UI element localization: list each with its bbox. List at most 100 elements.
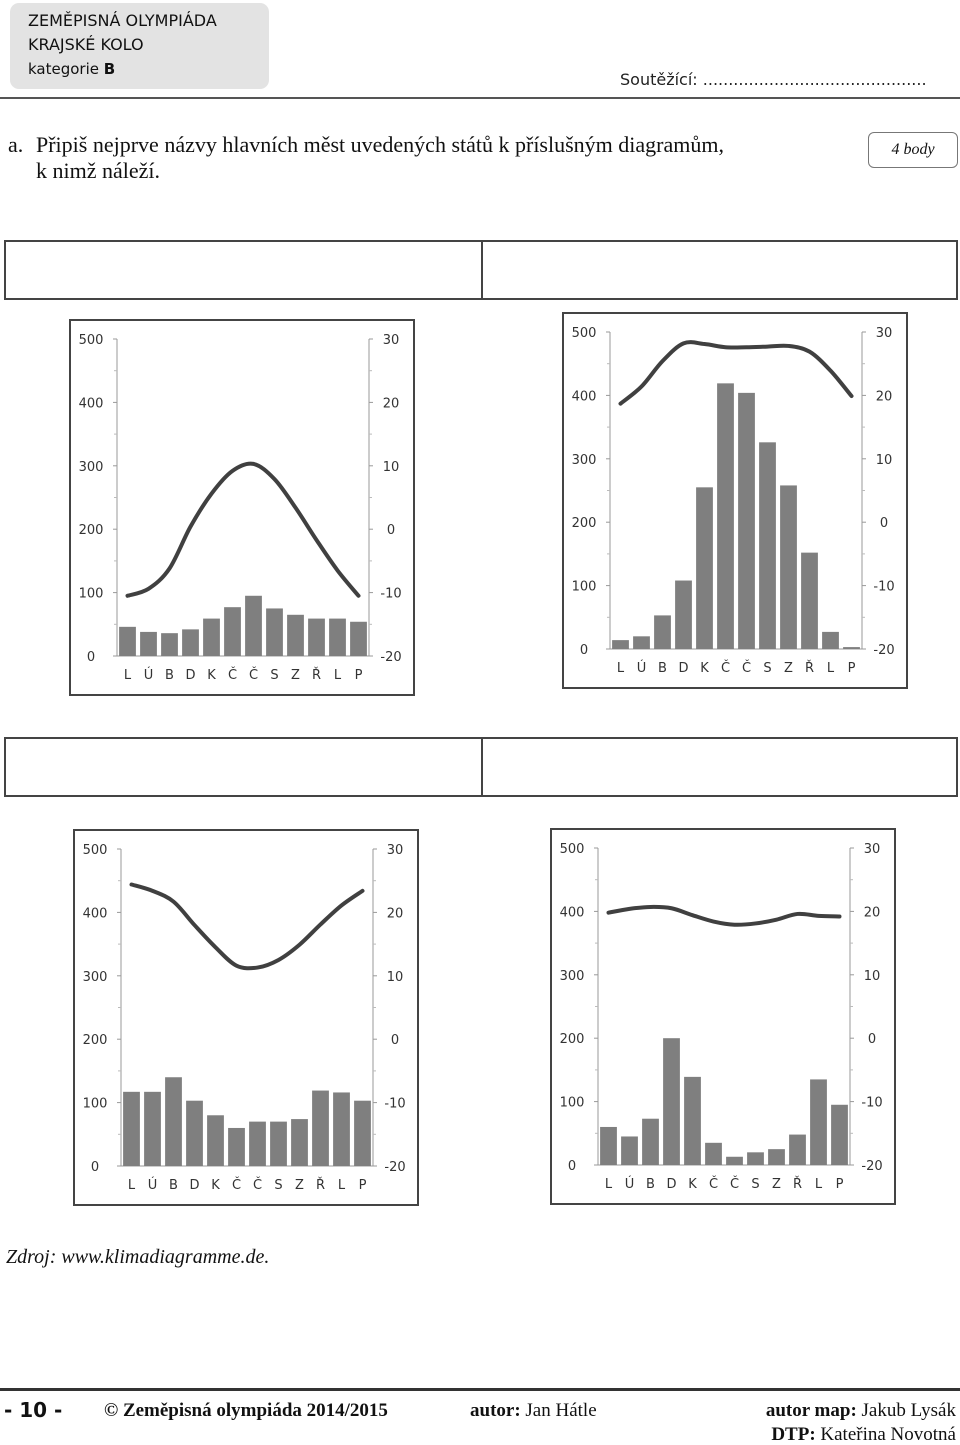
precipitation-bar [717, 383, 734, 649]
left-tick-label: 100 [560, 1096, 585, 1111]
contestant-field: Soutěžící: .............................… [620, 70, 927, 89]
precipitation-bar [354, 1100, 371, 1166]
month-label: Z [784, 661, 793, 676]
precipitation-bar [123, 1091, 140, 1166]
precipitation-bar [663, 1038, 680, 1165]
precipitation-bar [621, 1136, 638, 1165]
right-tick-label: 30 [383, 333, 400, 348]
left-tick-label: 0 [87, 650, 95, 665]
month-label: K [700, 661, 709, 676]
month-label: D [189, 1178, 199, 1193]
precipitation-bar [266, 608, 283, 656]
left-tick-label: 400 [572, 389, 597, 404]
left-tick-label: 0 [568, 1159, 576, 1174]
precipitation-bar [350, 621, 367, 656]
month-label: Z [291, 668, 300, 683]
precipitation-bar [705, 1142, 722, 1165]
precipitation-bar [186, 1100, 203, 1166]
precipitation-bar [161, 633, 178, 656]
month-label: L [617, 661, 625, 676]
climate-chart-4: 500 30 400 20 300 10 200 0 100 -10 0 -20 L Ú B D K Č Č S Z Ř L… [550, 828, 896, 1205]
precipitation-bar [768, 1149, 785, 1165]
footer-dtp: DTP: Kateřina Novotná [771, 1424, 956, 1445]
month-label: Z [295, 1178, 304, 1193]
month-label: Ř [316, 1177, 325, 1193]
month-label: S [763, 661, 771, 676]
precipitation-bar [144, 1091, 161, 1166]
category-value: B [103, 60, 116, 78]
points-badge: 4 body [868, 132, 958, 168]
answer-row-divider [481, 739, 483, 795]
precipitation-bar [801, 552, 818, 649]
source-note: Zdroj: www.klimadiagramme.de. [6, 1246, 270, 1268]
right-tick-label: 20 [387, 906, 404, 921]
precipitation-bar [207, 1115, 224, 1166]
right-tick-label: 30 [387, 843, 404, 858]
precipitation-bar [249, 1121, 266, 1166]
precipitation-bar [228, 1127, 245, 1166]
task-letter: a. [8, 132, 24, 157]
left-tick-label: 300 [83, 970, 108, 985]
month-label: L [827, 661, 835, 676]
header-line2: KRAJSKÉ KOLO [28, 35, 144, 54]
temperature-line [606, 904, 842, 927]
right-tick-label: -10 [384, 1097, 405, 1112]
month-label: B [658, 661, 667, 676]
climate-chart-2: 500 30 400 20 300 10 200 0 100 -10 0 -20 L Ú B D K Č Č S Z Ř L… [562, 312, 908, 689]
right-tick-label: -20 [861, 1159, 882, 1174]
answer-row-divider [481, 242, 483, 298]
precipitation-bar [780, 485, 797, 649]
month-label: Č [253, 1177, 262, 1193]
left-tick-label: 100 [79, 587, 104, 602]
month-label: S [270, 668, 278, 683]
left-tick-label: 200 [83, 1033, 108, 1048]
right-tick-label: 0 [880, 516, 888, 531]
left-tick-label: 100 [83, 1097, 108, 1112]
precipitation-bar [308, 618, 325, 656]
precipitation-bar [822, 631, 839, 649]
month-label: D [678, 661, 688, 676]
precipitation-bar [203, 618, 220, 656]
right-tick-label: -10 [380, 587, 401, 602]
precipitation-bar [633, 636, 650, 649]
page-number: - 10 - [4, 1398, 63, 1422]
temperature-line [129, 882, 365, 971]
month-label: Ř [805, 660, 814, 676]
footer-author: autor: Jan Hátle [470, 1400, 597, 1422]
precipitation-bar [684, 1076, 701, 1165]
month-label: Ú [148, 1177, 158, 1193]
left-tick-label: 500 [79, 333, 104, 348]
month-label: L [128, 1178, 136, 1193]
month-label: B [646, 1177, 655, 1192]
month-label: L [605, 1177, 613, 1192]
month-label: L [334, 668, 342, 683]
maps-label: autor map: [765, 1400, 857, 1421]
month-label: P [836, 1177, 844, 1192]
precipitation-bar [287, 614, 304, 656]
precipitation-bar [224, 607, 241, 656]
left-tick-label: 500 [560, 842, 585, 857]
precipitation-bar [245, 595, 262, 656]
left-tick-label: 400 [560, 905, 585, 920]
month-label: P [359, 1178, 367, 1193]
precipitation-bar [810, 1079, 827, 1165]
precipitation-bar [759, 442, 776, 649]
chart-frame [562, 312, 908, 689]
right-tick-label: 20 [876, 389, 893, 404]
right-tick-label: -10 [873, 580, 894, 595]
precipitation-bar [675, 580, 692, 649]
month-label: D [666, 1177, 676, 1192]
left-tick-label: 200 [79, 523, 104, 538]
month-label: Č [721, 660, 730, 676]
task-text: a. Připiš nejprve názvy hlavních měst uve… [8, 132, 848, 184]
month-label: Č [249, 667, 258, 683]
right-tick-label: 10 [383, 460, 400, 475]
climate-chart-1: 500 30 400 20 300 10 200 0 100 -10 0 -20 L Ú B D K Č Č S Z Ř L… [69, 319, 415, 696]
right-tick-label: 30 [876, 326, 893, 341]
month-label: K [688, 1177, 697, 1192]
precipitation-bar [738, 392, 755, 649]
precipitation-bar [270, 1121, 287, 1166]
climate-chart-3: 500 30 400 20 300 10 200 0 100 -10 0 -20 L Ú B D K Č Č S Z Ř L… [73, 829, 419, 1206]
precipitation-bar [165, 1077, 182, 1166]
